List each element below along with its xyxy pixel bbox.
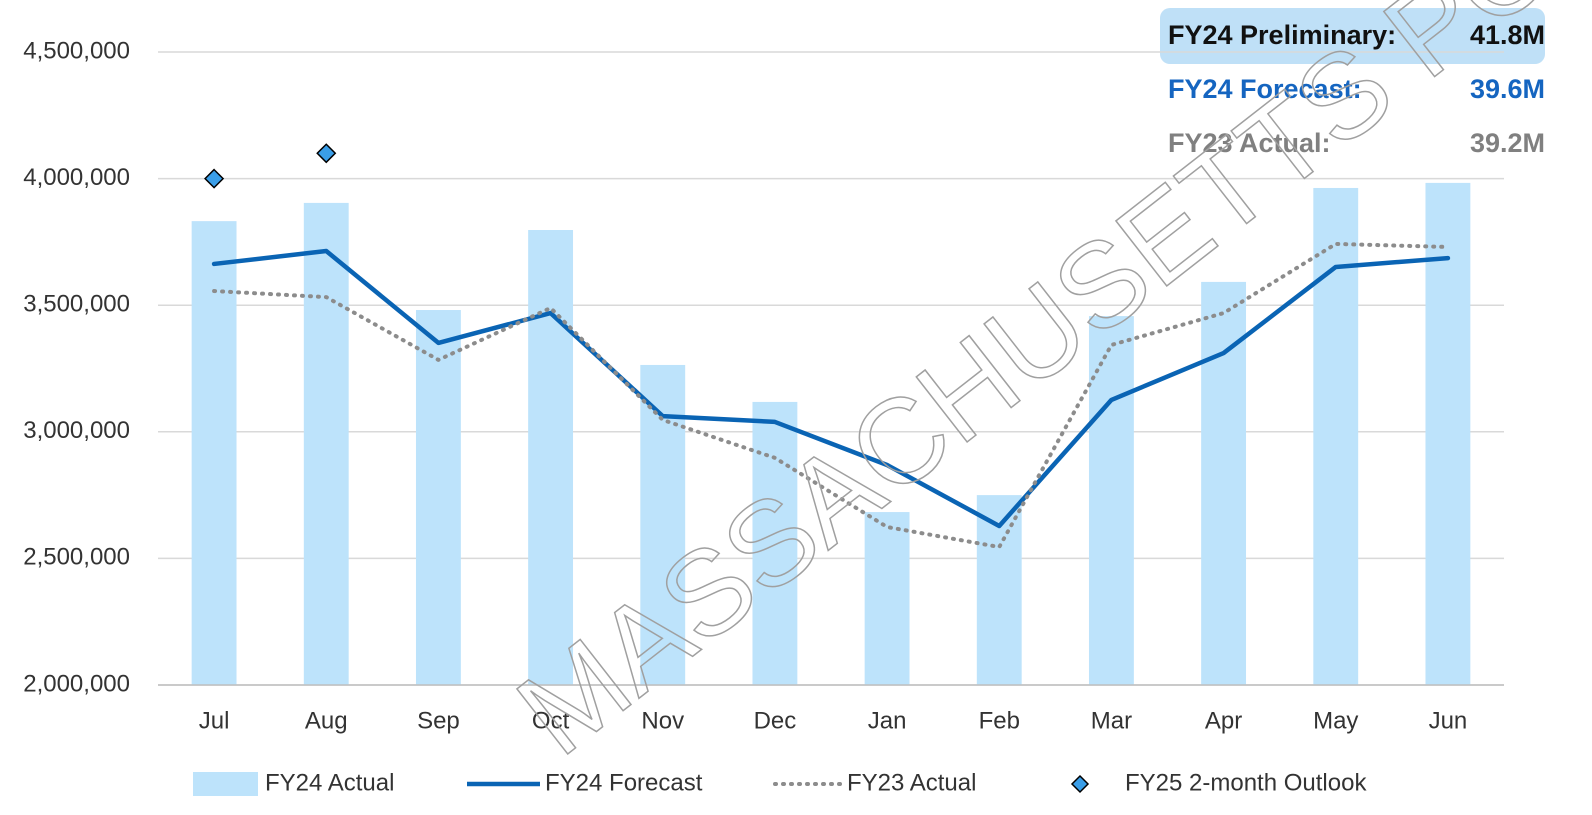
bar [415,310,461,685]
x-tick-label: Oct [532,707,570,734]
x-tick-label: Jul [199,707,230,734]
x-tick-label: Jun [1429,707,1468,734]
bar [303,202,349,685]
annotation-value: 39.6M [1470,74,1545,104]
diamond-marker [204,168,225,189]
x-tick-label: Apr [1205,707,1242,734]
x-tick-label: Feb [979,707,1020,734]
y-tick-label: 3,500,000 [23,291,130,318]
bar [1201,281,1247,685]
legend-label: FY25 2-month Outlook [1125,769,1367,796]
x-tick-label: May [1313,707,1358,734]
bar [752,401,798,685]
annotation-label: FY23 Actual: [1168,128,1331,158]
legend-label: FY23 Actual [847,769,976,796]
annotation-value: 39.2M [1470,128,1545,158]
x-tick-label: Aug [305,707,348,734]
y-tick-label: 3,000,000 [23,417,130,444]
annotation-box [1160,8,1545,64]
y-tick-label: 2,000,000 [23,670,130,697]
y-tick-label: 4,500,000 [23,37,130,64]
legend-swatch [1070,774,1090,794]
diamond-marker [316,143,337,164]
legend-label: FY24 Actual [265,769,394,796]
bar [191,221,237,685]
annotation-label: FY24 Preliminary: [1168,20,1396,50]
bar [528,229,574,685]
bar [864,512,910,685]
x-tick-label: Sep [417,707,460,734]
annotation-value: 41.8M [1470,20,1545,50]
x-tick-label: Nov [641,707,684,734]
line [212,241,1450,550]
x-tick-label: Dec [754,707,797,734]
x-tick-label: Mar [1091,707,1132,734]
bar [1313,187,1359,686]
bar [1425,182,1471,685]
x-tick-label: Jan [868,707,907,734]
legend-label: FY24 Forecast [545,769,703,796]
legend-swatch [193,772,258,796]
annotation-label: FY24 Forecast: [1168,74,1362,104]
y-tick-label: 4,000,000 [23,164,130,191]
bar [1088,316,1134,685]
y-tick-label: 2,500,000 [23,544,130,571]
line [211,248,1451,529]
